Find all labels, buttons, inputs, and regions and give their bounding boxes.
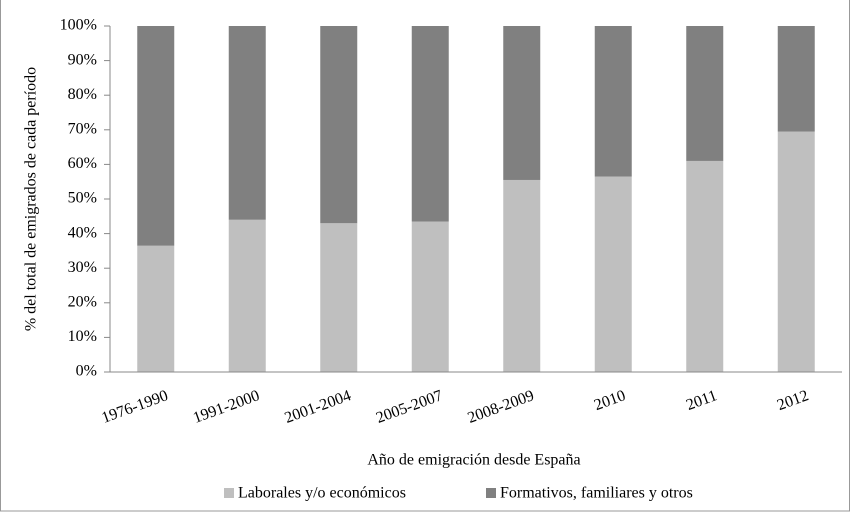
bar-segment bbox=[411, 26, 449, 222]
y-tick-label: 30% bbox=[68, 259, 97, 276]
y-tick-label: 90% bbox=[68, 51, 97, 68]
y-tick-label: 50% bbox=[68, 190, 97, 207]
x-tick-label: 2001-2004 bbox=[282, 387, 353, 427]
y-tick-label: 20% bbox=[68, 293, 97, 310]
x-tick-label: 1991-2000 bbox=[191, 387, 262, 427]
bar-segment bbox=[777, 131, 815, 372]
y-tick-label: 0% bbox=[76, 363, 97, 380]
x-tick-label: 2008-2009 bbox=[465, 387, 536, 427]
bar-segment bbox=[320, 26, 358, 224]
bar-segment bbox=[228, 219, 266, 372]
bar-segment bbox=[686, 26, 724, 161]
bar-segment bbox=[137, 26, 175, 246]
bar-segment bbox=[228, 26, 266, 220]
bar-segment bbox=[594, 176, 632, 372]
y-tick-label: 70% bbox=[68, 120, 97, 137]
y-tick-label: 60% bbox=[68, 155, 97, 172]
y-tick-label: 100% bbox=[60, 17, 97, 34]
x-tick-label: 2011 bbox=[684, 387, 719, 414]
x-tick-label: 1976-1990 bbox=[99, 387, 170, 427]
bar-segment bbox=[503, 26, 541, 180]
x-tick-label: 2005-2007 bbox=[374, 387, 445, 427]
bar-segment bbox=[594, 26, 632, 177]
bar-segment bbox=[686, 160, 724, 372]
bar-segment bbox=[777, 26, 815, 132]
y-tick-label: 40% bbox=[68, 224, 97, 241]
x-tick-label: 2010 bbox=[592, 387, 628, 414]
y-tick-label: 10% bbox=[68, 328, 97, 345]
x-axis-title: Año de emigración desde España bbox=[367, 452, 580, 469]
legend-label: Formativos, familiares y otros bbox=[500, 485, 693, 502]
bar-segment bbox=[411, 221, 449, 372]
y-tick-label: 80% bbox=[68, 86, 97, 103]
bar-segment bbox=[503, 179, 541, 372]
legend-swatch bbox=[486, 488, 496, 498]
bar-segment bbox=[320, 223, 358, 372]
y-axis-title: % del total de emigrados de cada período bbox=[23, 67, 40, 331]
x-tick-label: 2012 bbox=[775, 387, 811, 414]
bar-segment bbox=[137, 245, 175, 372]
legend-label: Laborales y/o económicos bbox=[238, 485, 406, 502]
legend-swatch bbox=[224, 488, 234, 498]
